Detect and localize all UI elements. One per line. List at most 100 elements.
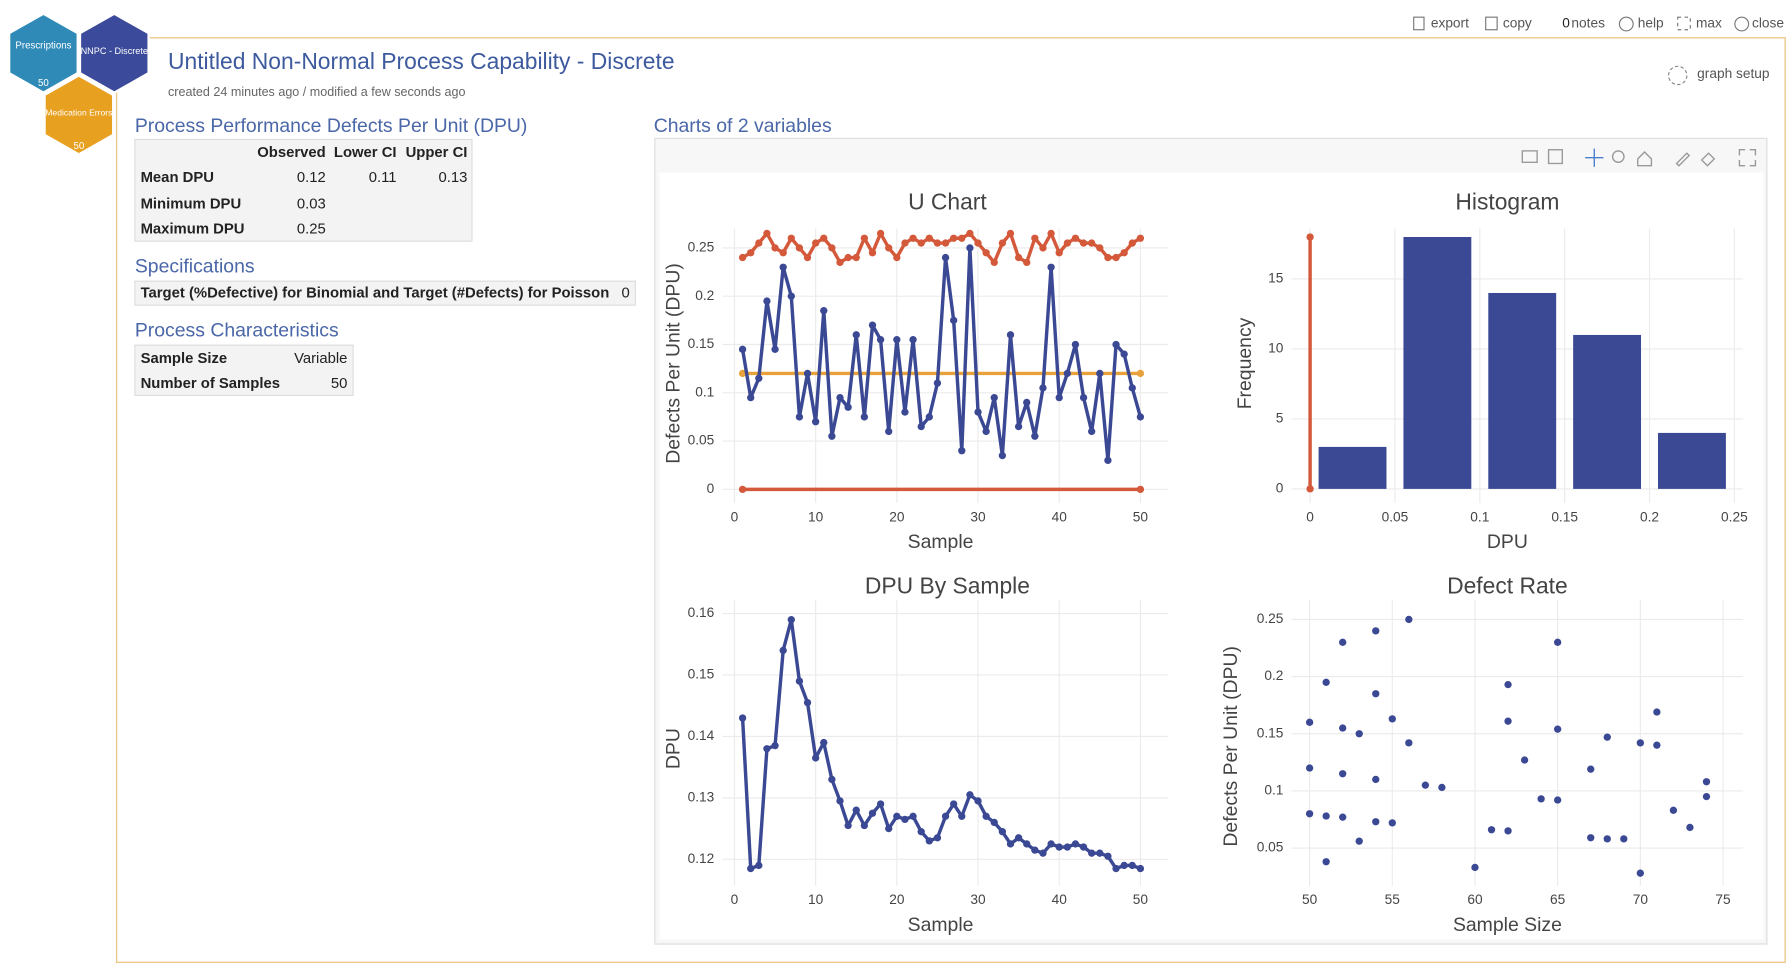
point bbox=[1438, 783, 1446, 792]
camera-icon[interactable] bbox=[1521, 150, 1538, 163]
y-tick-label: 0 bbox=[707, 481, 715, 496]
point bbox=[1504, 827, 1512, 835]
point bbox=[1096, 244, 1104, 252]
x-tick-label: 70 bbox=[1633, 892, 1649, 907]
copy-icon[interactable] bbox=[1547, 149, 1563, 165]
y-tick-label: 0.15 bbox=[688, 667, 715, 682]
max-button[interactable]: max bbox=[1696, 16, 1722, 31]
y-tick-label: 0.14 bbox=[688, 728, 715, 743]
point bbox=[1096, 369, 1104, 378]
point bbox=[917, 239, 925, 247]
point bbox=[901, 408, 909, 416]
copy-button[interactable]: copy bbox=[1503, 16, 1532, 31]
point bbox=[1063, 369, 1071, 378]
hexagon-count: 50 bbox=[38, 78, 49, 89]
point bbox=[1047, 263, 1055, 271]
point bbox=[1305, 810, 1314, 818]
x-tick-label: 60 bbox=[1467, 892, 1483, 907]
point bbox=[1063, 843, 1071, 851]
hexagon-count: 50 bbox=[73, 141, 84, 152]
point bbox=[901, 239, 909, 247]
fullscreen-icon[interactable] bbox=[1738, 149, 1757, 167]
hexagon[interactable] bbox=[8, 12, 79, 94]
draw-icon[interactable] bbox=[1675, 152, 1691, 167]
point bbox=[787, 616, 795, 624]
point bbox=[771, 244, 779, 252]
point bbox=[990, 393, 998, 402]
point bbox=[787, 234, 795, 242]
row-label: Mean DPU bbox=[141, 170, 214, 186]
x-axis-label: DPU bbox=[1487, 531, 1528, 553]
cell: Variable bbox=[294, 351, 347, 367]
graph-setup-button[interactable]: graph setup bbox=[1697, 66, 1770, 81]
point bbox=[958, 812, 966, 820]
point bbox=[1120, 861, 1128, 870]
point bbox=[982, 427, 990, 436]
point bbox=[1504, 680, 1512, 689]
erase-icon[interactable] bbox=[1700, 152, 1716, 167]
y-tick-label: 10 bbox=[1268, 341, 1284, 356]
point bbox=[1128, 239, 1136, 247]
point bbox=[811, 239, 820, 247]
pan-icon[interactable] bbox=[1585, 148, 1604, 167]
page-title[interactable]: Untitled Non-Normal Process Capability -… bbox=[168, 48, 675, 74]
y-axis-label: Defects Per Unit (DPU) bbox=[1220, 646, 1242, 847]
point bbox=[803, 369, 812, 378]
point bbox=[941, 239, 950, 247]
chart-title: Defect Rate bbox=[1447, 572, 1568, 598]
point bbox=[1023, 398, 1031, 407]
point bbox=[876, 336, 885, 344]
point bbox=[933, 834, 942, 842]
point bbox=[982, 812, 990, 820]
point bbox=[1104, 852, 1112, 860]
point bbox=[1120, 350, 1128, 358]
x-tick-label: 50 bbox=[1302, 892, 1318, 907]
x-tick-label: 40 bbox=[1052, 892, 1068, 907]
chart-title: Histogram bbox=[1455, 188, 1559, 214]
point bbox=[1079, 239, 1088, 247]
point bbox=[747, 249, 755, 257]
point bbox=[958, 234, 966, 242]
home-icon[interactable] bbox=[1637, 151, 1653, 167]
point bbox=[1305, 764, 1314, 772]
x-tick-label: 40 bbox=[1052, 509, 1068, 524]
point bbox=[811, 418, 820, 426]
point bbox=[1653, 708, 1661, 716]
point bbox=[893, 812, 901, 820]
help-button[interactable]: help bbox=[1638, 16, 1664, 31]
point bbox=[1014, 834, 1023, 842]
close-button[interactable]: close bbox=[1752, 16, 1784, 31]
y-axis-label: Defects Per Unit (DPU) bbox=[662, 263, 684, 464]
point bbox=[1136, 864, 1145, 873]
point bbox=[998, 828, 1007, 836]
point bbox=[811, 754, 820, 762]
point bbox=[763, 297, 771, 305]
table bbox=[134, 344, 354, 397]
point bbox=[1104, 253, 1112, 262]
point bbox=[1023, 840, 1031, 848]
point bbox=[1587, 765, 1595, 773]
point bbox=[1636, 869, 1644, 877]
point bbox=[958, 447, 966, 455]
zoom-icon[interactable] bbox=[1611, 150, 1625, 163]
x-tick-label: 65 bbox=[1550, 892, 1566, 907]
chart-title: DPU By Sample bbox=[865, 572, 1030, 598]
point bbox=[1055, 843, 1063, 851]
point bbox=[771, 741, 779, 750]
notes-count[interactable]: 0 bbox=[1562, 16, 1570, 31]
hexagon[interactable] bbox=[43, 74, 115, 156]
point bbox=[1603, 733, 1611, 741]
point bbox=[1322, 858, 1330, 866]
x-tick-label: 75 bbox=[1715, 892, 1731, 907]
point bbox=[1112, 864, 1120, 873]
y-tick-label: 0.16 bbox=[688, 605, 715, 620]
x-axis-label: Sample bbox=[908, 531, 974, 553]
point bbox=[1306, 485, 1314, 493]
point bbox=[844, 403, 852, 411]
export-button[interactable]: export bbox=[1431, 16, 1469, 31]
x-tick-label: 10 bbox=[808, 509, 824, 524]
x-axis-label: Sample bbox=[908, 914, 974, 936]
notes-button[interactable]: notes bbox=[1571, 16, 1605, 31]
hexagon[interactable] bbox=[78, 12, 150, 94]
y-tick-label: 0.05 bbox=[688, 433, 715, 448]
